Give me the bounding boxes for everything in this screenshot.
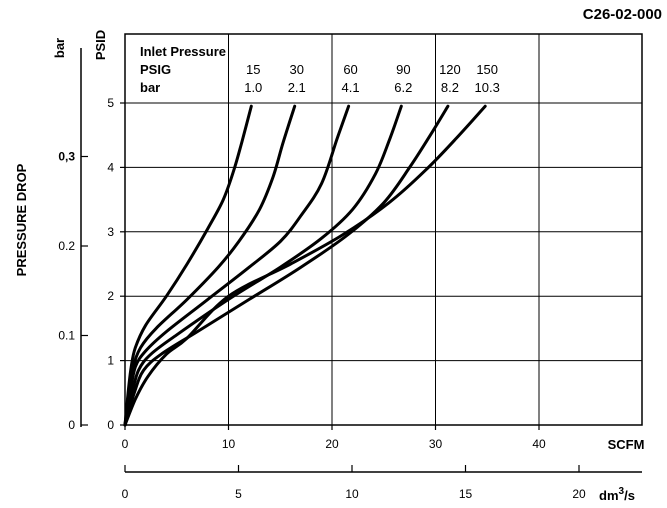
x2-tick-label: 15: [459, 487, 473, 501]
legend-psig-120: 120: [439, 62, 461, 77]
y-tick-label: 0: [107, 418, 114, 432]
series-line-90psig: [123, 104, 403, 427]
plot-frame: [124, 33, 643, 426]
x-axis-label-scfm: SCFM: [608, 437, 645, 452]
y-axis-label-bar: bar: [52, 38, 67, 58]
series-line-120psig: [123, 104, 450, 427]
series-line-60psig: [123, 104, 351, 427]
legend-bar-90: 6.2: [394, 80, 412, 95]
bar-tick-label: 0.2: [58, 239, 75, 253]
x-tick-label: 30: [429, 437, 443, 451]
legend-psig-30: 30: [290, 62, 304, 77]
legend-psig-60: 60: [343, 62, 357, 77]
series-line-15psig: [123, 104, 253, 427]
x2-tick-label: 5: [235, 487, 242, 501]
y-tick-label: 4: [107, 160, 114, 174]
ticks: 0 1 2 3 4 5 0 0.1 0.2 0,3 0 10 20 30 40 0 5 10 15 20: [58, 96, 586, 501]
y-tick-label: 2: [107, 289, 114, 303]
x2-tick-label: 20: [572, 487, 586, 501]
legend-psig-15: 15: [246, 62, 260, 77]
figure-code: C26-02-000: [583, 6, 662, 23]
legend-bar-120: 8.2: [441, 80, 459, 95]
legend-psig-90: 90: [396, 62, 410, 77]
y-axis-label-psid: PSID: [93, 30, 108, 60]
legend-psig-label: PSIG: [140, 62, 171, 77]
series-line-150psig: [123, 104, 487, 427]
y-tick-label: 1: [107, 354, 114, 368]
x2-tick-label: 0: [122, 487, 129, 501]
x-axis-label-dm3s: dm3/s: [599, 486, 635, 503]
bar-tick-label: 0: [68, 418, 75, 432]
legend-psig-150: 150: [476, 62, 498, 77]
y-axis-title: PRESSURE DROP: [14, 163, 29, 276]
x2-tick-label: 10: [345, 487, 359, 501]
x-tick-label: 10: [222, 437, 236, 451]
series-line-30psig: [123, 104, 297, 427]
axes: [80, 33, 643, 473]
series-lines: [123, 104, 487, 427]
legend-bar-30: 2.1: [288, 80, 306, 95]
y-tick-label: 5: [107, 96, 114, 110]
legend-bar-150: 10.3: [475, 80, 500, 95]
y-tick-label: 3: [107, 225, 114, 239]
x-tick-label: 0: [122, 437, 129, 451]
legend-bar-label: bar: [140, 80, 160, 95]
bar-tick-label: 0.1: [58, 329, 75, 343]
legend: Inlet Pressure PSIG bar 15 1.0 30 2.1 60 4.1 9…: [140, 44, 500, 95]
x-tick-label: 40: [532, 437, 546, 451]
x-tick-label: 20: [325, 437, 339, 451]
bar-tick-label: 0,3: [58, 150, 75, 164]
legend-bar-60: 4.1: [342, 80, 360, 95]
legend-title: Inlet Pressure: [140, 44, 226, 59]
legend-bar-15: 1.0: [244, 80, 262, 95]
grid: [125, 34, 642, 425]
